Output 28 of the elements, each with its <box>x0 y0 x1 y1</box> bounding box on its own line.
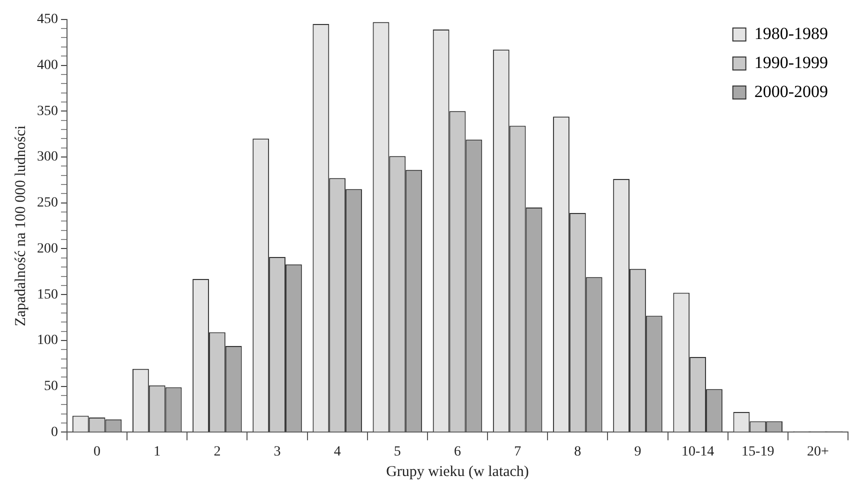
x-tick-label: 1 <box>154 444 161 460</box>
x-tick-label: 6 <box>454 444 461 460</box>
y-tick-label: 100 <box>37 333 58 348</box>
x-tick-label: 15-19 <box>742 444 774 460</box>
legend-label: 1990-1999 <box>754 52 828 72</box>
x-tick-label: 9 <box>634 444 642 460</box>
y-tick-label: 200 <box>37 241 58 256</box>
y-tick-label: 150 <box>37 287 58 302</box>
x-tick-label: 8 <box>574 444 582 460</box>
x-tick-label: 2 <box>214 444 221 460</box>
x-tick-label: 4 <box>334 444 341 460</box>
x-tick-label: 10-14 <box>681 444 714 460</box>
x-axis-title: Grupy wieku (w latach) <box>386 464 529 480</box>
y-tick-label: 250 <box>37 196 58 211</box>
x-tick-label: 7 <box>514 444 522 460</box>
y-tick-label: 450 <box>37 12 58 28</box>
y-tick-label: 300 <box>37 150 58 165</box>
y-tick-label: 0 <box>51 424 58 440</box>
y-tick-label: 350 <box>37 104 58 119</box>
x-tick-label: 5 <box>394 444 401 460</box>
legend-label: 2000-2009 <box>754 82 828 101</box>
y-tick-label: 400 <box>37 58 58 73</box>
x-tick-label: 3 <box>274 444 281 460</box>
y-axis-title: Zapadalność na 100 000 ludności <box>12 125 29 326</box>
x-tick-label: 20+ <box>807 444 830 460</box>
legend-label: 1980-1989 <box>754 24 828 43</box>
x-tick-label: 0 <box>94 444 101 460</box>
y-tick-label: 50 <box>44 379 58 394</box>
